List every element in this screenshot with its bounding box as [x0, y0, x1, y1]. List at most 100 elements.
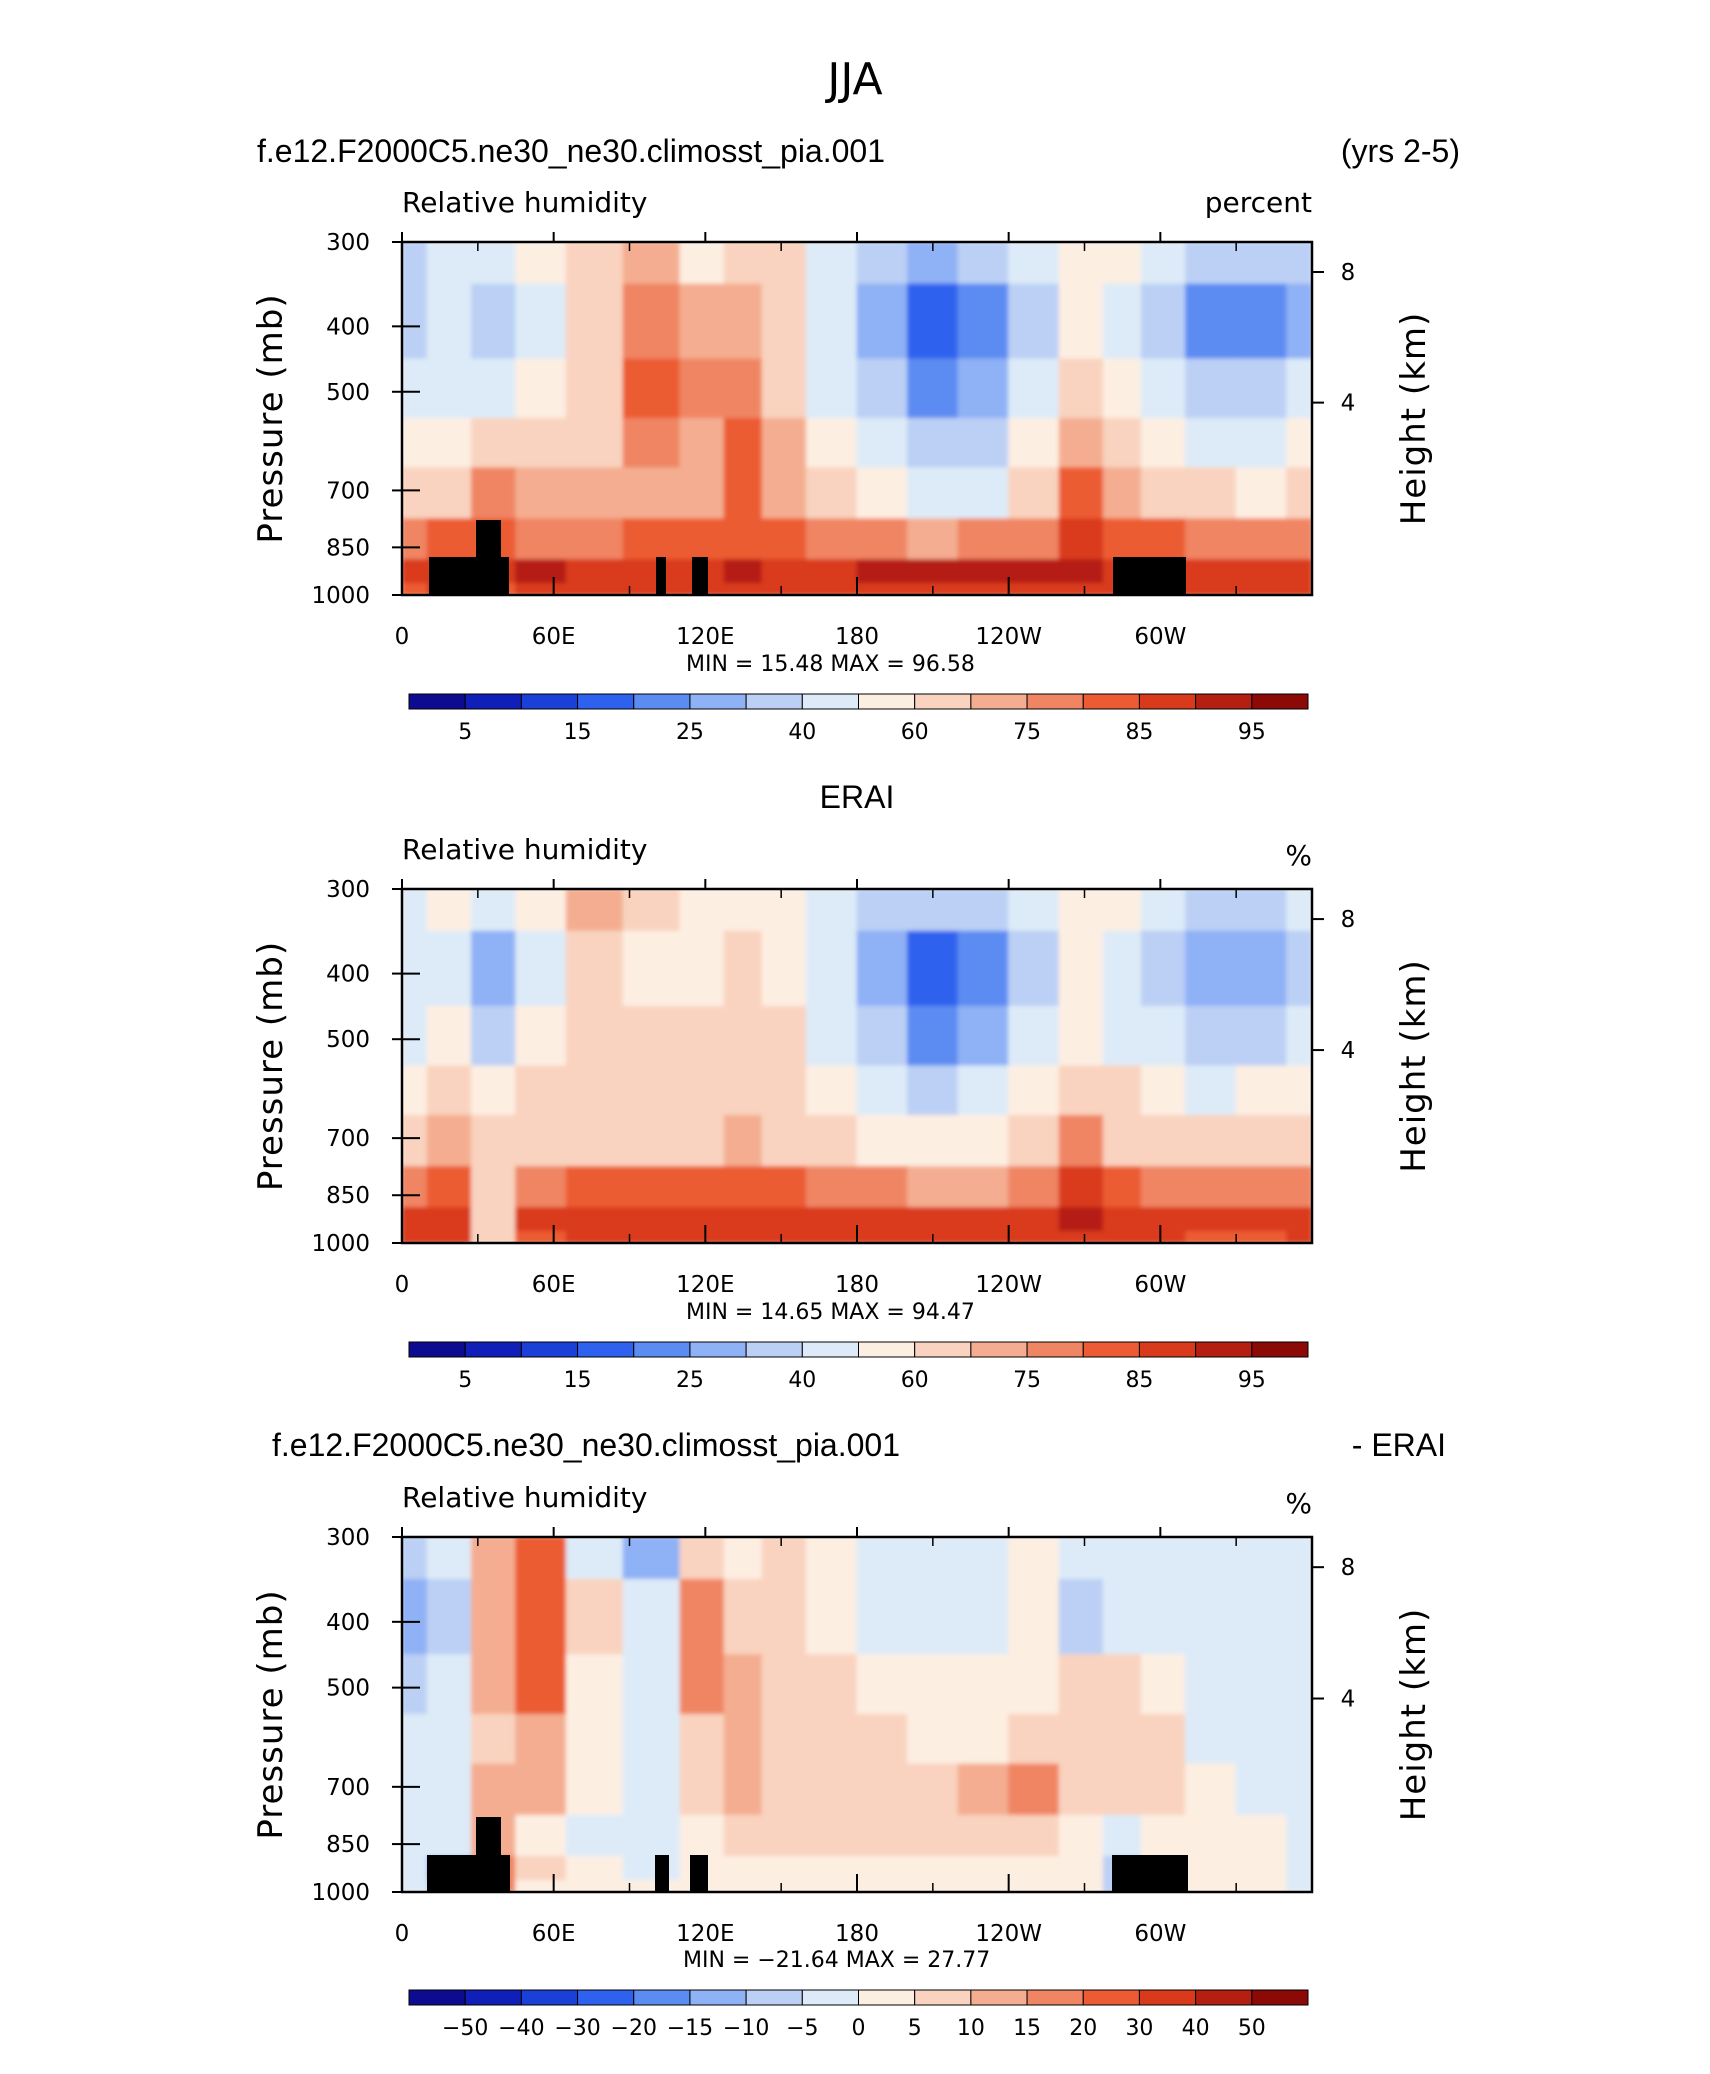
- field-cell: [1235, 1714, 1288, 1765]
- field-cell: [402, 1578, 428, 1656]
- variable-label: Relative humidity: [402, 1481, 647, 1514]
- colorbar-swatch: [1082, 693, 1140, 710]
- field-cell: [402, 1763, 428, 1816]
- field-cell: [1102, 518, 1142, 561]
- field-cell: [1185, 518, 1237, 561]
- field-cell: [805, 1763, 858, 1816]
- field-cell: [907, 358, 959, 419]
- field-cell: [1185, 1578, 1237, 1656]
- field-cell: [723, 1231, 763, 1243]
- field-cell: [565, 242, 624, 285]
- field-cell: [723, 1714, 763, 1765]
- field-cell: [1008, 1880, 1060, 1892]
- field-cell: [1102, 1763, 1142, 1816]
- field-cell: [856, 1814, 909, 1858]
- field-cell: [1008, 1654, 1060, 1715]
- field-cell: [1008, 930, 1060, 1007]
- y-axis-title: Pressure (mb): [251, 293, 291, 543]
- field-cell: [1286, 1065, 1312, 1116]
- field-cell: [622, 242, 681, 285]
- field-cell: [761, 1065, 807, 1116]
- field-cell: [723, 1578, 763, 1656]
- field-cell: [723, 1207, 763, 1233]
- field-cell: [679, 1578, 725, 1656]
- field-cell: [515, 242, 567, 285]
- colorbar-swatch: [464, 1989, 522, 2006]
- field-cell: [761, 1005, 807, 1067]
- field-cell: [515, 930, 567, 1007]
- colorbar-swatch: [689, 1341, 747, 1358]
- field-cell: [1140, 1065, 1187, 1116]
- field-cell: [1140, 1714, 1187, 1765]
- field-cell: [1235, 467, 1288, 520]
- field-cell: [565, 930, 624, 1007]
- field-cell: [761, 358, 807, 419]
- field-cell: [1102, 418, 1142, 469]
- field-cell: [1058, 418, 1104, 469]
- field-cell: [1058, 1231, 1104, 1243]
- field-cell: [426, 467, 473, 520]
- field-cell: [402, 1714, 428, 1765]
- x-tick-label: 180: [835, 624, 879, 650]
- colorbar-label: −20: [611, 2016, 657, 2041]
- field-cell: [679, 418, 725, 469]
- field-cell: [1286, 1005, 1312, 1067]
- field-cell: [907, 1065, 959, 1116]
- field-cell: [565, 559, 624, 585]
- field-cell: [1185, 1207, 1237, 1233]
- field-cell: [622, 1856, 681, 1882]
- field-cell: [805, 1231, 858, 1243]
- field-cell: [957, 1880, 1010, 1892]
- field-cell: [957, 418, 1010, 469]
- x-tick-label: 60W: [1134, 1921, 1186, 1947]
- field-cell: [805, 930, 858, 1007]
- field-cell: [1058, 1880, 1104, 1892]
- field-cell: [515, 1231, 567, 1243]
- x-tick-label: 120E: [676, 1272, 734, 1298]
- field-cell: [565, 1714, 624, 1765]
- field-cell: [1008, 1207, 1060, 1233]
- field-cell: [1140, 1231, 1187, 1243]
- field-cell: [907, 1714, 959, 1765]
- field-cell: [1140, 1166, 1187, 1209]
- panel-title-left: f.e12.F2000C5.ne30_ne30.climosst_pia.001: [257, 133, 885, 169]
- field-cell: [402, 467, 428, 520]
- field-cell: [1185, 358, 1237, 419]
- panel-obs: ERAI Relative humidity % 300400500700850…: [251, 779, 1434, 1393]
- field-cell: [805, 1578, 858, 1656]
- colorbar-label: 75: [1013, 720, 1041, 745]
- field-cell: [426, 1654, 473, 1715]
- field-cell: [907, 1207, 959, 1233]
- land-mask: [429, 520, 1186, 595]
- field-cell: [907, 283, 959, 360]
- field-cell: [1286, 242, 1312, 285]
- x-tick-label: 120W: [975, 1921, 1042, 1947]
- field-cell: [1008, 1065, 1060, 1116]
- field-cell: [761, 467, 807, 520]
- field-cell: [515, 1856, 567, 1882]
- field-cell: [515, 1814, 567, 1858]
- field-cell: [622, 889, 681, 932]
- field-cell: [723, 1114, 763, 1168]
- field-cell: [622, 1880, 681, 1892]
- x-tick-label: 60W: [1134, 624, 1186, 650]
- colorbar-label: 15: [1013, 2016, 1041, 2041]
- field-cell: [679, 518, 725, 561]
- field-cell: [1008, 358, 1060, 419]
- field-cell: [805, 1005, 858, 1067]
- field-cell: [515, 418, 567, 469]
- field-cell: [1185, 467, 1237, 520]
- field-cell: [1286, 889, 1312, 932]
- field-cell: [761, 930, 807, 1007]
- field-cell: [402, 1814, 428, 1858]
- y-tick-label: 500: [326, 380, 370, 406]
- field-cell: [565, 358, 624, 419]
- field-cell: [761, 518, 807, 561]
- x-tick-label: 120E: [676, 624, 734, 650]
- field-cell: [622, 1065, 681, 1116]
- colorbar-swatch: [1026, 1989, 1084, 2006]
- field-cell: [805, 1207, 858, 1233]
- x-tick-label: 60E: [532, 1272, 576, 1298]
- field-cell: [1102, 1578, 1142, 1656]
- field-cell: [907, 1654, 959, 1715]
